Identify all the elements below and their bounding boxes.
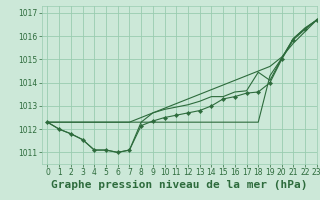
X-axis label: Graphe pression niveau de la mer (hPa): Graphe pression niveau de la mer (hPa)	[51, 180, 308, 190]
